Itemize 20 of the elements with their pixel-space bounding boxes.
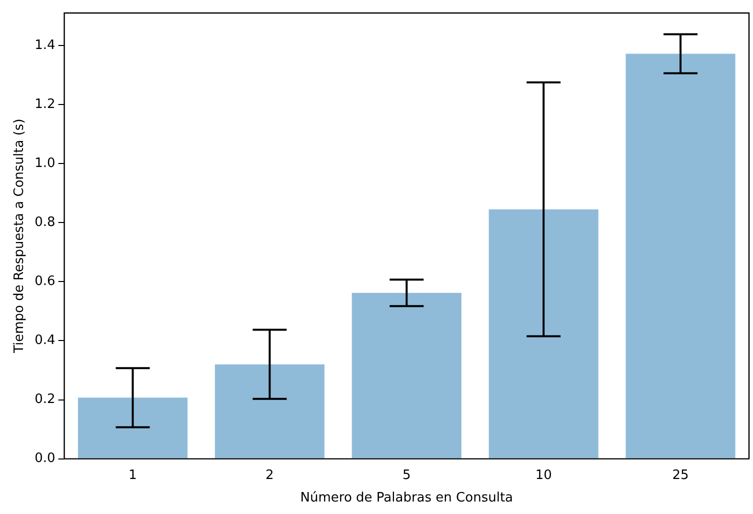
y-tick-label: 0.4 [34,333,56,348]
x-tick-label: 10 [535,468,552,483]
y-tick-label: 0.2 [34,392,56,408]
bar [78,398,188,458]
x-tick-label: 1 [128,468,137,483]
y-tick-label: 1.2 [34,96,56,112]
y-tick-label: 1.0 [34,156,56,171]
bar [214,364,324,458]
bar [352,292,462,458]
x-tick-label: 2 [266,468,274,483]
y-tick-label: 0.6 [34,274,56,290]
y-tick-label: 0.8 [34,214,56,230]
bar [488,209,598,458]
x-tick-label: 5 [402,468,411,483]
y-tick-label: 0.0 [34,451,56,466]
y-tick-label: 1.4 [34,38,56,53]
x-axis-title: Número de Palabras en Consulta [300,490,514,506]
y-axis-title: Tiempo de Respuesta a Consulta (s) [12,118,28,354]
x-tick-label: 25 [672,468,689,483]
bar [626,54,736,458]
